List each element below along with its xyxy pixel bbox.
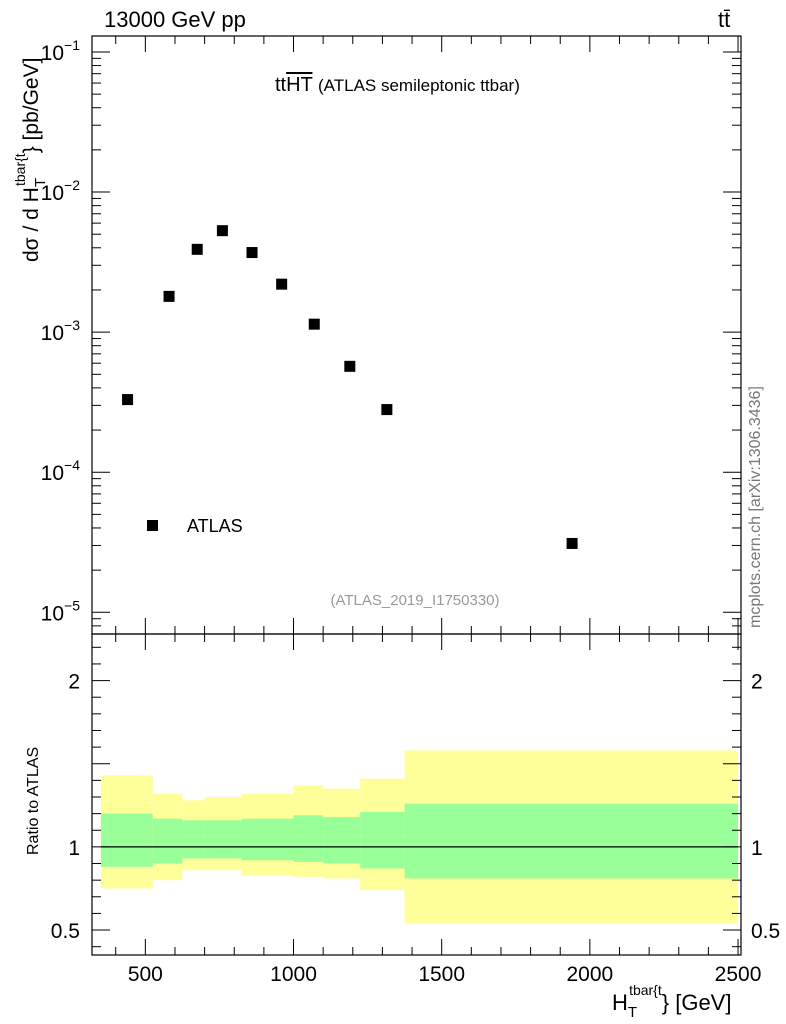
ratio-green-band-0: [100, 813, 153, 867]
ratio-y-tick-label-right: 2: [751, 671, 763, 694]
ratio-green-band-2: [182, 820, 205, 859]
ratio-green-band-1: [152, 818, 183, 864]
energy-label: 13000 GeV pp: [104, 7, 246, 32]
legend-label: ATLAS: [187, 516, 243, 536]
ratio-y-tick-label-right: 1: [751, 837, 763, 860]
ratio-green-band-4: [241, 818, 294, 861]
data-point-7: [344, 360, 356, 372]
ratio-y-axis-label: Ratio to ATLAS: [25, 747, 42, 855]
data-point-6: [308, 318, 320, 330]
ratio-frame: [91, 633, 742, 956]
x-tick-label-500: 500: [128, 963, 163, 986]
y-tick-label: 10−3: [41, 317, 81, 345]
main-frame: [91, 35, 742, 635]
source-watermark: mcplots.cern.ch [arXiv:1306.3436]: [747, 386, 764, 628]
chart-title: ttHT (ATLAS semileptonic ttbar): [275, 74, 520, 96]
ratio-green-band-5: [293, 815, 324, 862]
data-point-1: [163, 290, 175, 302]
ratio-y-tick-label-left: 2: [68, 671, 80, 694]
ratio-green-band-6: [323, 816, 361, 864]
process-label: tt̄: [718, 7, 731, 32]
data-point-2: [191, 243, 203, 255]
data-point-3: [216, 225, 228, 237]
ratio-y-tick-label-right: 0.5: [751, 920, 780, 943]
y-tick-label: 10−2: [41, 177, 81, 205]
analysis-reference-label: (ATLAS_2019_I1750330): [330, 592, 499, 609]
main-panel: 10−5 10−4 10−3 10−2 10−1 ttHT (ATLAS semilept…: [12, 35, 742, 635]
ratio-green-band-7: [360, 811, 405, 869]
x-tick-label-1500: 1500: [418, 963, 465, 986]
x-tick-label-2000: 2000: [567, 963, 614, 986]
x-tick-label-2500: 2500: [715, 963, 762, 986]
ratio-green-band-8: [404, 803, 739, 879]
main-y-axis-label: dσ / d HTtbar{t} [pb/GeV]: [12, 58, 49, 262]
y-tick-label: 10−5: [41, 597, 81, 625]
data-point-9: [566, 537, 578, 549]
legend-marker: [147, 520, 158, 531]
ratio-green-band-3: [204, 820, 242, 859]
data-point-5: [276, 278, 288, 290]
ratio-panel: 500 1000 1500 2000 2500 0.5 0.5 1 1 2 2 Ratio to AT…: [25, 633, 780, 1021]
y-tick-label: 10−1: [41, 37, 81, 65]
data-point-0: [122, 394, 134, 406]
data-point-4: [246, 247, 258, 259]
x-axis-label: HTtbar{t} [GeV]: [612, 982, 731, 1021]
ratio-y-tick-label-left: 1: [68, 837, 80, 860]
ratio-y-tick-label-left: 0.5: [51, 920, 80, 943]
x-tick-label-1000: 1000: [270, 963, 317, 986]
y-tick-label: 10−4: [41, 457, 81, 485]
data-point-8: [381, 404, 393, 416]
